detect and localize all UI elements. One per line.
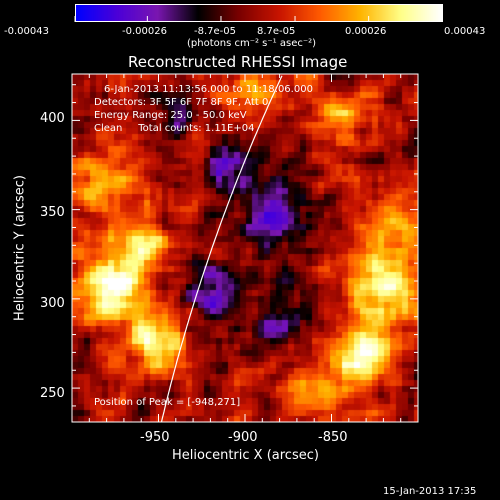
info-time-range: 6-Jan-2013 11:13:56.000 to 11:18:06.000 <box>104 84 313 95</box>
colorbar-ticks <box>74 16 442 22</box>
colorbar-tick-label: -0.00043 <box>4 26 49 37</box>
y-axis-label: Heliocentric Y (arcsec) <box>12 175 28 321</box>
colorbar-tick-label: 8.7e-05 <box>257 26 296 37</box>
colorbar-tick-label: 0.00026 <box>345 26 387 37</box>
x-tick-label: -850 <box>318 430 348 445</box>
y-tick-label: 350 <box>40 205 65 220</box>
colorbar-tick-label: -8.7e-05 <box>194 26 236 37</box>
x-tick-label: -950 <box>140 430 170 445</box>
colorbar-unit-label: (photons cm⁻² s⁻¹ asec⁻²) <box>187 38 317 49</box>
info-energy-range: Energy Range: 25.0 - 50.0 keV <box>94 110 247 121</box>
x-axis-label: Heliocentric X (arcsec) <box>172 448 319 463</box>
x-tick-label: -900 <box>228 430 258 445</box>
solar-limb-line <box>160 75 283 423</box>
plot-frame <box>71 73 419 423</box>
info-detectors: Detectors: 3F 5F 6F 7F 8F 9F, Att 0 <box>94 97 269 108</box>
info-clean-counts: Clean Total counts: 1.11E+04 <box>94 123 255 134</box>
y-tick-label: 250 <box>40 386 65 401</box>
plot-title: Reconstructed RHESSI Image <box>128 53 348 71</box>
y-tick-label: 400 <box>40 111 65 126</box>
rhessi-heatmap <box>72 74 418 422</box>
footer-timestamp: 15-Jan-2013 17:35 <box>383 486 477 497</box>
colorbar <box>75 4 443 22</box>
y-tick-label: 300 <box>40 296 65 311</box>
colorbar-tick-label: 0.00043 <box>444 26 486 37</box>
peak-position-label: Position of Peak = [-948,271] <box>94 397 241 408</box>
colorbar-tick-label: -0.00026 <box>122 26 167 37</box>
